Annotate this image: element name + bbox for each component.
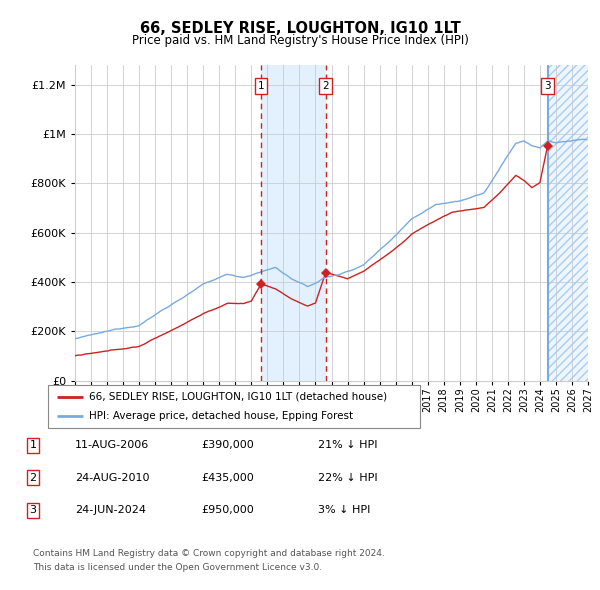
FancyBboxPatch shape <box>48 385 420 428</box>
Text: 21% ↓ HPI: 21% ↓ HPI <box>318 441 377 450</box>
Text: This data is licensed under the Open Government Licence v3.0.: This data is licensed under the Open Gov… <box>33 563 322 572</box>
Text: 11-AUG-2006: 11-AUG-2006 <box>75 441 149 450</box>
Text: Contains HM Land Registry data © Crown copyright and database right 2024.: Contains HM Land Registry data © Crown c… <box>33 549 385 558</box>
Text: 22% ↓ HPI: 22% ↓ HPI <box>318 473 377 483</box>
Text: 24-JUN-2024: 24-JUN-2024 <box>75 506 146 515</box>
Text: £950,000: £950,000 <box>201 506 254 515</box>
Text: HPI: Average price, detached house, Epping Forest: HPI: Average price, detached house, Eppi… <box>89 411 353 421</box>
Text: Price paid vs. HM Land Registry's House Price Index (HPI): Price paid vs. HM Land Registry's House … <box>131 34 469 47</box>
Text: £435,000: £435,000 <box>201 473 254 483</box>
Text: 3% ↓ HPI: 3% ↓ HPI <box>318 506 370 515</box>
Text: £390,000: £390,000 <box>201 441 254 450</box>
Text: 2: 2 <box>29 473 37 483</box>
Text: 3: 3 <box>29 506 37 515</box>
Bar <box>548 65 588 381</box>
Text: 1: 1 <box>258 81 265 91</box>
Bar <box>261 65 326 381</box>
Text: 66, SEDLEY RISE, LOUGHTON, IG10 1LT (detached house): 66, SEDLEY RISE, LOUGHTON, IG10 1LT (det… <box>89 392 387 402</box>
Text: 1: 1 <box>29 441 37 450</box>
Text: 24-AUG-2010: 24-AUG-2010 <box>75 473 149 483</box>
Text: 3: 3 <box>544 81 551 91</box>
Text: 2: 2 <box>322 81 329 91</box>
Text: 66, SEDLEY RISE, LOUGHTON, IG10 1LT: 66, SEDLEY RISE, LOUGHTON, IG10 1LT <box>140 21 460 35</box>
